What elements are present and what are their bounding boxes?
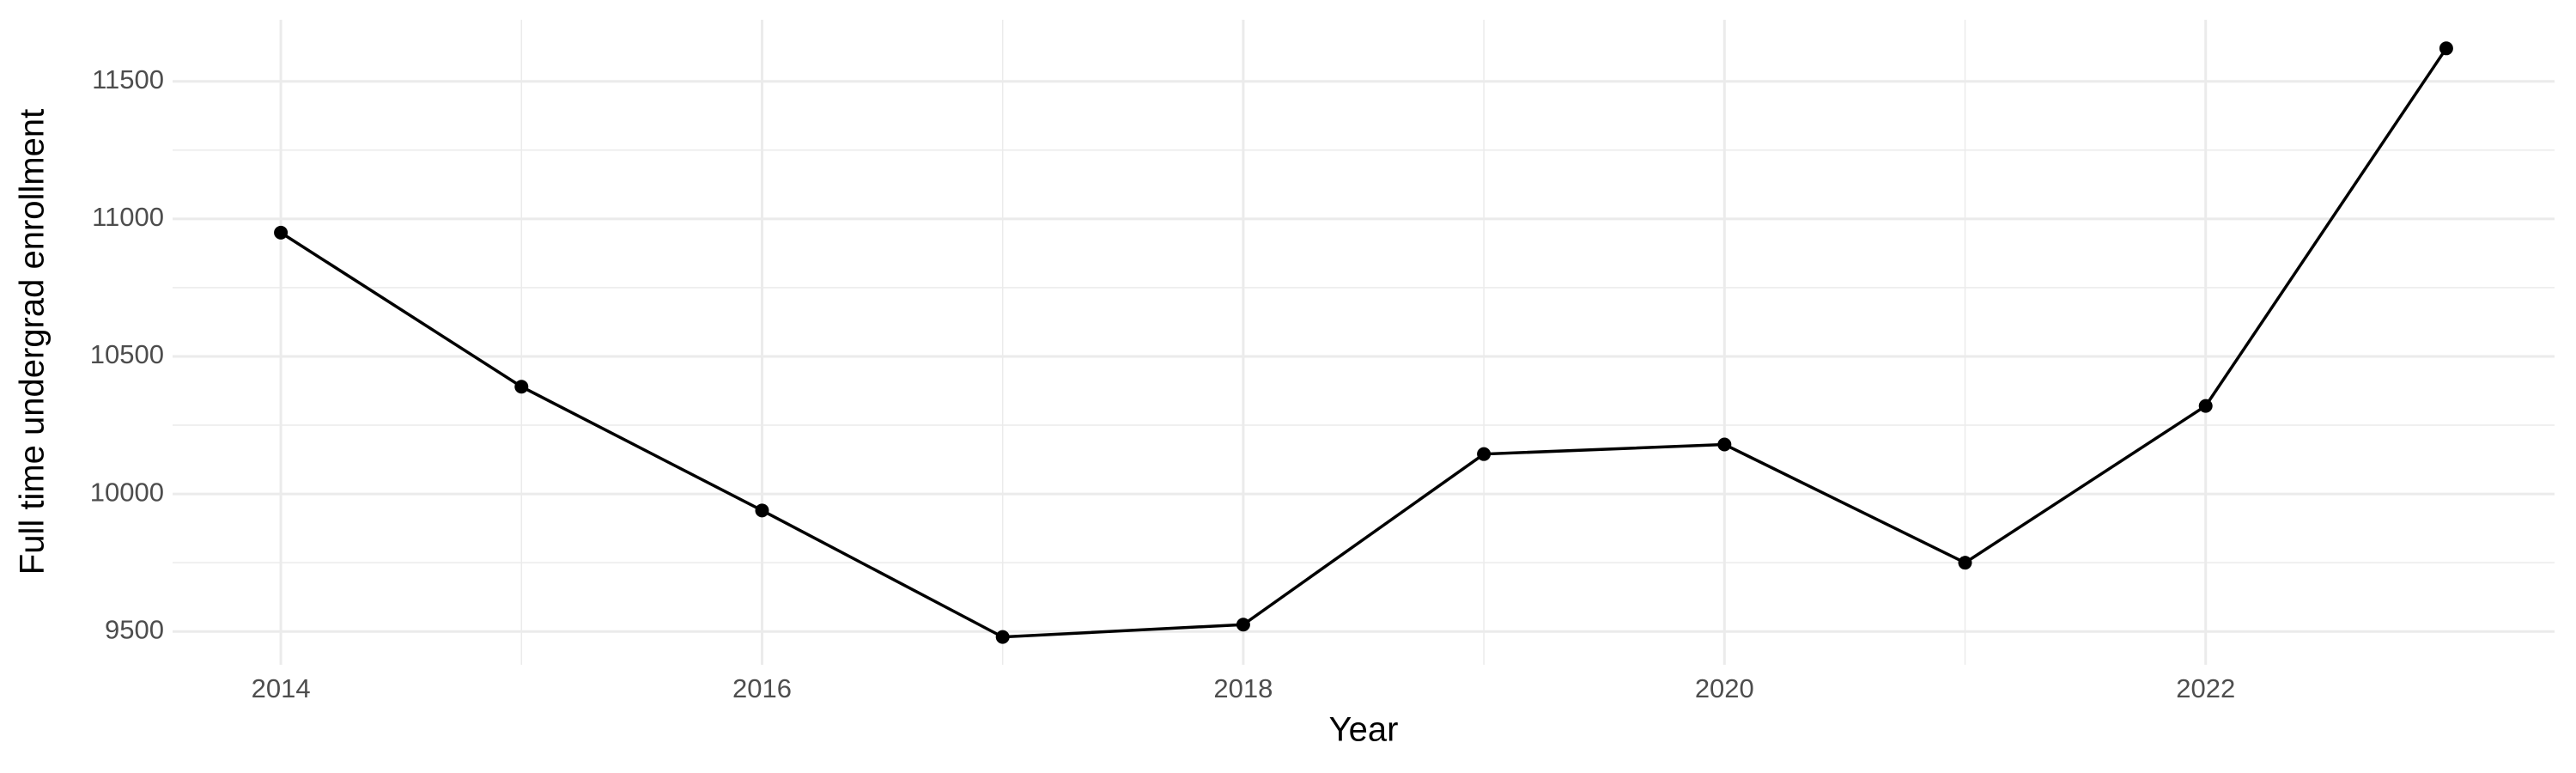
point: [2198, 399, 2213, 413]
x-tick-label: 2020: [1695, 673, 1754, 703]
y-tick-label: 10500: [90, 339, 164, 369]
x-axis-title: Year: [1329, 711, 1399, 749]
point: [1958, 556, 1972, 570]
y-tick-label: 9500: [105, 614, 164, 644]
x-tick-label: 2022: [2176, 673, 2235, 703]
point: [514, 380, 529, 394]
y-tick-label: 10000: [90, 477, 164, 507]
point: [1717, 437, 1732, 452]
point: [2439, 41, 2453, 56]
point: [274, 225, 289, 240]
point: [995, 630, 1010, 644]
line: [280, 47, 2448, 639]
y-tick-label: 11000: [92, 202, 164, 232]
point: [755, 503, 769, 518]
point: [1236, 618, 1250, 632]
y-axis-title: Full time undergrad enrollment: [14, 109, 52, 575]
x-tick-label: 2016: [732, 673, 792, 703]
point: [1477, 447, 1492, 461]
x-tick-label: 2018: [1213, 673, 1273, 703]
x-tick-label: 2014: [252, 673, 311, 703]
y-tick-label: 11500: [92, 64, 164, 94]
